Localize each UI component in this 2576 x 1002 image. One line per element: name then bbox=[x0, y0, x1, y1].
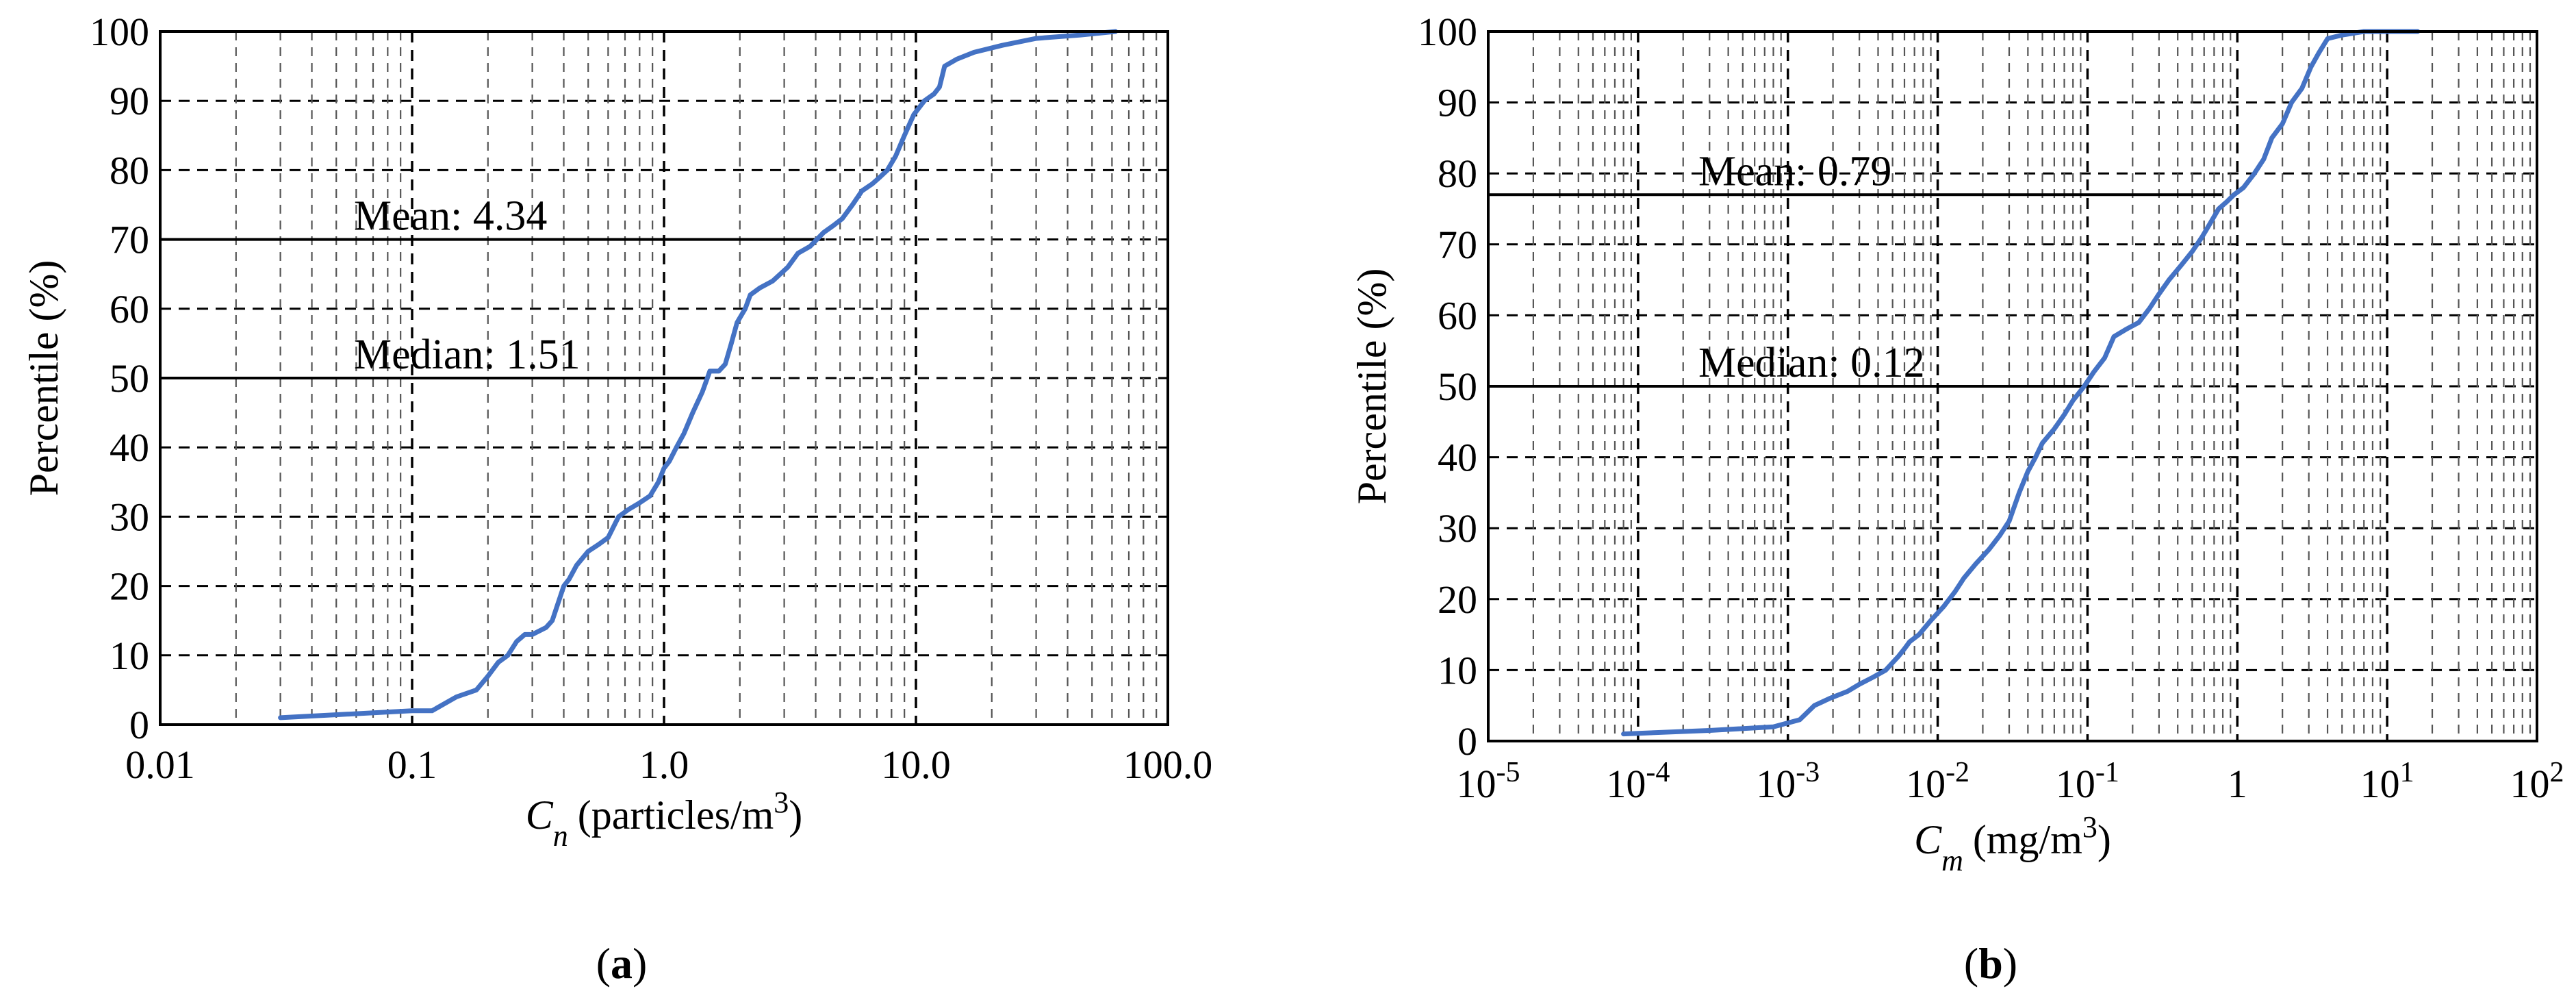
x-tick-base: 10 bbox=[1606, 762, 1646, 806]
x-tick-labels-a: 0.01 0.1 1.0 10.0 100.0 bbox=[125, 742, 1212, 787]
y-tick-label: 20 bbox=[110, 564, 149, 609]
y-tick-label: 60 bbox=[110, 287, 149, 331]
annotations-a: Mean: 4.34 Median: 1.51 bbox=[354, 193, 581, 378]
x-axis-symbol-a: C bbox=[526, 792, 554, 838]
panel-label-b-close: ) bbox=[2003, 939, 2017, 988]
x-tick-label: 100.0 bbox=[1123, 742, 1213, 787]
y-tick-label: 30 bbox=[1438, 506, 1477, 551]
x-tick-base: 10 bbox=[2510, 762, 2550, 806]
x-tick-labels-b: 10-5 10-4 10-3 10-2 10-1 1 101 102 bbox=[1457, 757, 2564, 806]
y-axis-title-a: Percentile (%) bbox=[21, 260, 66, 497]
x-tick-exponent: -4 bbox=[1646, 757, 1670, 788]
median-annotation: Median: 1.51 bbox=[354, 331, 581, 378]
y-tick-label: 40 bbox=[110, 425, 149, 470]
x-tick-base: 10 bbox=[2360, 762, 2400, 806]
reference-lines-a bbox=[160, 238, 825, 379]
x-axis-unit-close-a: ) bbox=[789, 792, 802, 838]
x-tick-exponent: -5 bbox=[1496, 757, 1520, 788]
x-tick-label: 102 bbox=[2510, 757, 2564, 806]
x-tick-exponent: -1 bbox=[2095, 757, 2119, 788]
x-tick-label: 101 bbox=[2360, 757, 2414, 806]
y-tick-label: 80 bbox=[1438, 151, 1477, 196]
panel-label-a: (a) bbox=[596, 939, 648, 988]
y-tick-label: 90 bbox=[110, 79, 149, 123]
y-tick-label: 10 bbox=[1438, 648, 1477, 692]
y-tick-label: 0 bbox=[1457, 719, 1477, 764]
median-annotation: Median: 0.12 bbox=[1698, 340, 1925, 386]
x-tick-label: 0.1 bbox=[387, 742, 437, 787]
chart-panel-a: 0 10 20 30 40 50 60 70 80 90 100 0.01 0.1 1.0 10.0 100… bbox=[21, 10, 1212, 988]
x-axis-unit-a: (particles/m bbox=[578, 792, 774, 838]
x-tick-base: 10 bbox=[1756, 762, 1796, 806]
x-axis-title-a: Cn (particles/m3) bbox=[526, 786, 803, 853]
x-axis-subscript-b: m bbox=[1941, 844, 1963, 877]
panel-label-b-letter: b bbox=[1978, 939, 2003, 988]
panel-label-a-letter: a bbox=[611, 939, 633, 988]
y-tick-label: 70 bbox=[1438, 223, 1477, 267]
y-tick-labels-b: 0 10 20 30 40 50 60 70 80 90 100 bbox=[1418, 10, 1477, 764]
x-axis-title-b: Cm (mg/m3) bbox=[1914, 810, 2111, 877]
x-tick-label: 1 bbox=[2228, 762, 2247, 806]
y-tick-label: 60 bbox=[1438, 293, 1477, 338]
x-tick-base: 10 bbox=[1906, 762, 1946, 806]
x-tick-label: 10-4 bbox=[1606, 757, 1670, 806]
x-tick-exponent: 2 bbox=[2550, 757, 2564, 788]
x-tick-label: 10-3 bbox=[1756, 757, 1820, 806]
y-tick-label: 50 bbox=[110, 356, 149, 401]
y-tick-label: 80 bbox=[110, 148, 149, 192]
x-tick-base: 1 bbox=[2228, 762, 2247, 806]
series-line bbox=[278, 29, 1119, 721]
y-tick-label: 20 bbox=[1438, 577, 1477, 622]
y-axis-title-b: Percentile (%) bbox=[1349, 268, 1394, 505]
y-tick-label: 100 bbox=[90, 10, 149, 54]
x-axis-symbol-b: C bbox=[1914, 817, 1942, 862]
x-tick-label: 1.0 bbox=[639, 742, 689, 787]
panel-label-a-close: ) bbox=[633, 939, 647, 988]
y-tick-label: 70 bbox=[110, 218, 149, 262]
x-tick-exponent: 1 bbox=[2400, 757, 2414, 788]
mean-annotation: Mean: 0.79 bbox=[1698, 148, 1891, 195]
y-tick-label: 0 bbox=[129, 703, 149, 747]
y-tick-label: 90 bbox=[1438, 81, 1477, 125]
x-tick-exponent: -3 bbox=[1796, 757, 1820, 788]
y-tick-label: 100 bbox=[1418, 10, 1477, 54]
panel-label-b-open: ( bbox=[1964, 939, 1978, 988]
y-tick-labels-a: 0 10 20 30 40 50 60 70 80 90 100 bbox=[90, 10, 149, 747]
y-tick-label: 10 bbox=[110, 634, 149, 678]
x-axis-subscript-a: n bbox=[553, 819, 568, 853]
plot-frame-b bbox=[1487, 30, 2538, 742]
series-line bbox=[1621, 29, 2421, 737]
series-a bbox=[278, 29, 1119, 721]
x-axis-unit-b: (mg/m bbox=[1973, 817, 2082, 862]
x-axis-unit-close-b: ) bbox=[2097, 817, 2111, 862]
x-tick-exponent: -2 bbox=[1946, 757, 1969, 788]
series-b bbox=[1621, 29, 2421, 737]
plot-frame-a bbox=[159, 30, 1169, 726]
panel-label-b: (b) bbox=[1964, 939, 2017, 988]
annotations-b: Mean: 0.79 Median: 0.12 bbox=[1698, 148, 1925, 386]
x-tick-label: 0.01 bbox=[125, 742, 195, 787]
x-tick-base: 10 bbox=[1457, 762, 1496, 806]
x-axis-unit-sup-b: 3 bbox=[2082, 810, 2097, 844]
mean-annotation: Mean: 4.34 bbox=[354, 193, 547, 240]
x-tick-label: 10-1 bbox=[2056, 757, 2119, 806]
y-tick-label: 30 bbox=[110, 494, 149, 539]
reference-lines-b bbox=[1488, 193, 2222, 388]
x-tick-label: 10.0 bbox=[881, 742, 951, 787]
x-tick-label: 10-2 bbox=[1906, 757, 1969, 806]
x-tick-base: 10 bbox=[2056, 762, 2095, 806]
x-axis-unit-sup-a: 3 bbox=[774, 786, 789, 819]
panel-label-a-open: ( bbox=[596, 939, 611, 988]
x-tick-label: 10-5 bbox=[1457, 757, 1520, 806]
y-tick-label: 40 bbox=[1438, 436, 1477, 480]
y-tick-label: 50 bbox=[1438, 364, 1477, 409]
